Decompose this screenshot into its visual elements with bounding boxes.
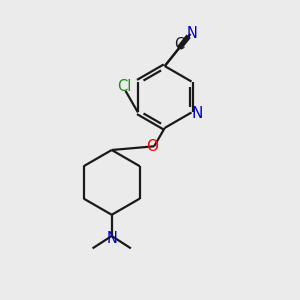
Text: O: O	[146, 140, 158, 154]
Text: N: N	[187, 26, 198, 41]
Text: N: N	[106, 231, 117, 246]
Text: N: N	[191, 106, 202, 122]
Text: Cl: Cl	[117, 80, 131, 94]
Text: C: C	[174, 37, 184, 52]
